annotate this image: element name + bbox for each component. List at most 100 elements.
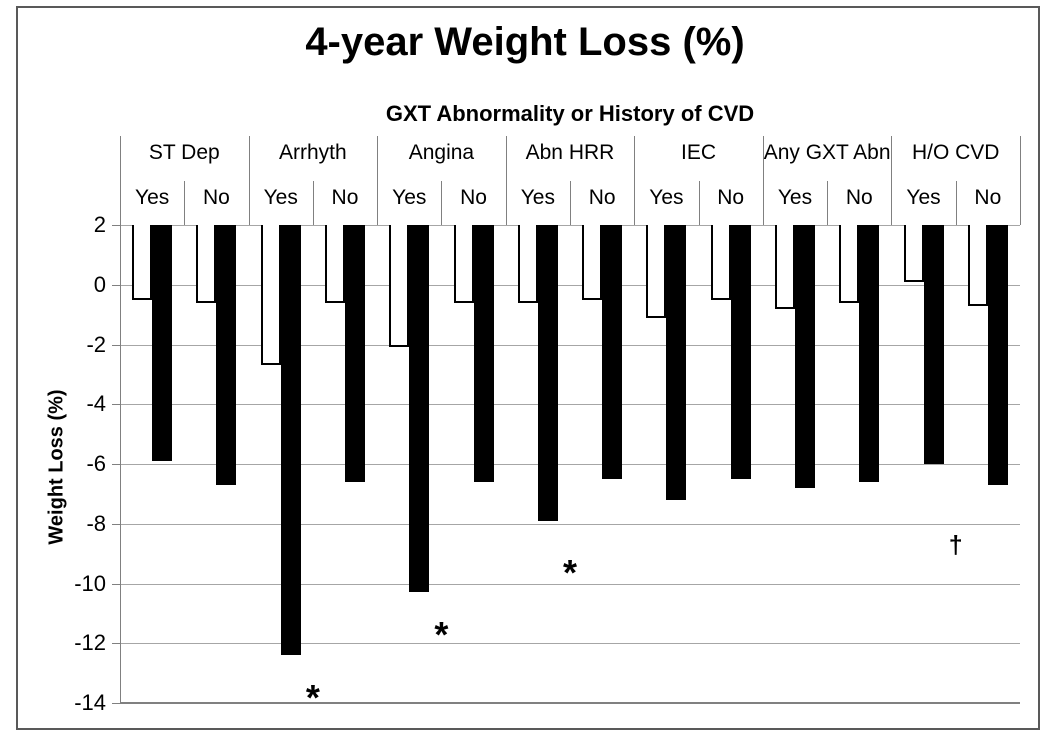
y-tick-label: -4: [86, 391, 106, 417]
bar-filled-bars-arrhyth-no: [345, 225, 365, 482]
subgroup-label: Yes: [649, 186, 684, 209]
subgroup-separator: [184, 181, 186, 225]
group-separator: [505, 136, 507, 225]
y-tick-label: -8: [86, 510, 106, 536]
bar-open-bars-abn-hrr-no: [582, 225, 603, 300]
bar-filled-bars-abn-hrr-no: [602, 225, 623, 479]
y-tick-label: -2: [86, 331, 106, 357]
gridline: [120, 284, 1020, 286]
gridline: [120, 404, 1020, 406]
subgroup-separator: [441, 181, 443, 225]
y-axis-tick: [112, 703, 120, 704]
y-axis-tick: [112, 523, 120, 525]
subgroup-label: Yes: [777, 186, 813, 209]
bar-open-bars-arrhyth-no: [325, 225, 345, 303]
subgroup-separator: [955, 181, 957, 225]
subgroup-label: No: [717, 186, 745, 209]
significance-asterisk-angina: *: [434, 614, 449, 656]
subgroup-label: Yes: [392, 186, 427, 209]
bar-open-bars-arrhyth-yes: [260, 225, 281, 366]
group-label: Arrhyth: [279, 141, 347, 164]
bar-open-bars-st-dep-no: [196, 225, 217, 303]
bar-filled-bars-h-o-cvd-yes: [923, 225, 944, 464]
bar-open-bars-any-gxt-abn-no: [839, 225, 860, 303]
group-separator: [762, 136, 764, 225]
bar-filled-bars-iec-yes: [666, 225, 687, 500]
significance-asterisk-abn-hrr: *: [562, 551, 578, 593]
bar-filled-bars-st-dep-no: [216, 225, 237, 485]
bar-open-bars-iec-no: [710, 225, 731, 300]
bar-filled-bars-arrhyth-yes: [280, 225, 301, 656]
gridline: [120, 643, 1020, 645]
subgroup-label: No: [202, 186, 230, 209]
group-label: Any GXT Abn: [763, 141, 891, 164]
bar-filled-bars-angina-yes: [409, 225, 430, 593]
bar-filled-bars-st-dep-yes: [152, 225, 173, 461]
subgroup-separator: [698, 181, 700, 225]
y-axis-tick: [112, 225, 120, 226]
x-axis-line: [120, 702, 1020, 704]
group-axis-title: GXT Abnormality or History of CVD: [385, 101, 755, 126]
chart-title: 4-year Weight Loss (%): [305, 20, 745, 64]
subgroup-label: Yes: [135, 186, 170, 209]
subgroup-label: Yes: [520, 186, 555, 209]
bar-filled-bars-any-gxt-abn-no: [859, 225, 880, 482]
subgroup-label: No: [974, 186, 1002, 209]
gridline: [120, 225, 1020, 226]
subgroup-separator: [827, 181, 829, 225]
group-separator: [634, 136, 636, 225]
group-separator: [891, 136, 893, 225]
y-tick-label: -6: [86, 451, 106, 476]
y-tick-label: -14: [74, 690, 106, 715]
group-separator: [1020, 136, 1021, 225]
subgroup-label: No: [588, 186, 616, 209]
gridline: [120, 344, 1020, 346]
y-axis-tick: [112, 344, 120, 346]
bar-open-bars-angina-no: [453, 225, 474, 303]
significance-dagger-h-o-cvd: †: [948, 530, 963, 559]
bar-open-bars-h-o-cvd-no: [967, 225, 988, 306]
y-tick-label: -12: [74, 630, 106, 656]
y-axis-title: Weight Loss (%): [45, 389, 68, 545]
bar-filled-bars-any-gxt-abn-yes: [795, 225, 815, 488]
group-label: Angina: [408, 141, 475, 164]
y-axis-tick: [112, 404, 120, 406]
bar-open-bars-angina-yes: [389, 225, 410, 348]
bar-open-bars-abn-hrr-yes: [517, 225, 538, 303]
significance-asterisk-arrhyth: *: [305, 677, 320, 719]
group-label: Abn HRR: [525, 141, 615, 164]
y-axis-line: [120, 136, 121, 703]
y-axis-tick: [112, 284, 120, 286]
subgroup-separator: [570, 181, 571, 225]
bar-filled-bars-h-o-cvd-no: [987, 225, 1008, 485]
y-tick-label: 0: [93, 271, 106, 297]
y-tick-label: -10: [74, 570, 106, 596]
y-axis-tick: [112, 643, 120, 645]
gridline: [120, 464, 1020, 465]
group-separator: [377, 136, 379, 225]
subgroup-label: Yes: [263, 186, 298, 209]
bar-open-bars-iec-yes: [646, 225, 667, 318]
bar-open-bars-st-dep-yes: [132, 225, 153, 300]
bar-open-bars-any-gxt-abn-yes: [775, 225, 795, 309]
gridline: [120, 523, 1020, 525]
bar-open-bars-h-o-cvd-yes: [903, 225, 924, 282]
subgroup-label: No: [845, 186, 873, 209]
group-separator: [248, 136, 250, 225]
subgroup-label: Yes: [906, 186, 941, 209]
group-label: ST Dep: [148, 141, 220, 164]
subgroup-label: No: [460, 186, 487, 209]
bar-filled-bars-abn-hrr-yes: [537, 225, 558, 521]
y-axis-tick: [112, 583, 120, 585]
group-label: IEC: [681, 141, 717, 164]
bar-filled-bars-angina-no: [473, 225, 494, 482]
subgroup-label: No: [331, 186, 359, 209]
y-tick-label: 2: [93, 212, 106, 237]
gridline: [120, 583, 1020, 585]
y-axis-tick: [112, 464, 120, 465]
bar-filled-bars-iec-no: [730, 225, 751, 479]
subgroup-separator: [312, 181, 314, 225]
group-label: H/O CVD: [911, 141, 1000, 164]
